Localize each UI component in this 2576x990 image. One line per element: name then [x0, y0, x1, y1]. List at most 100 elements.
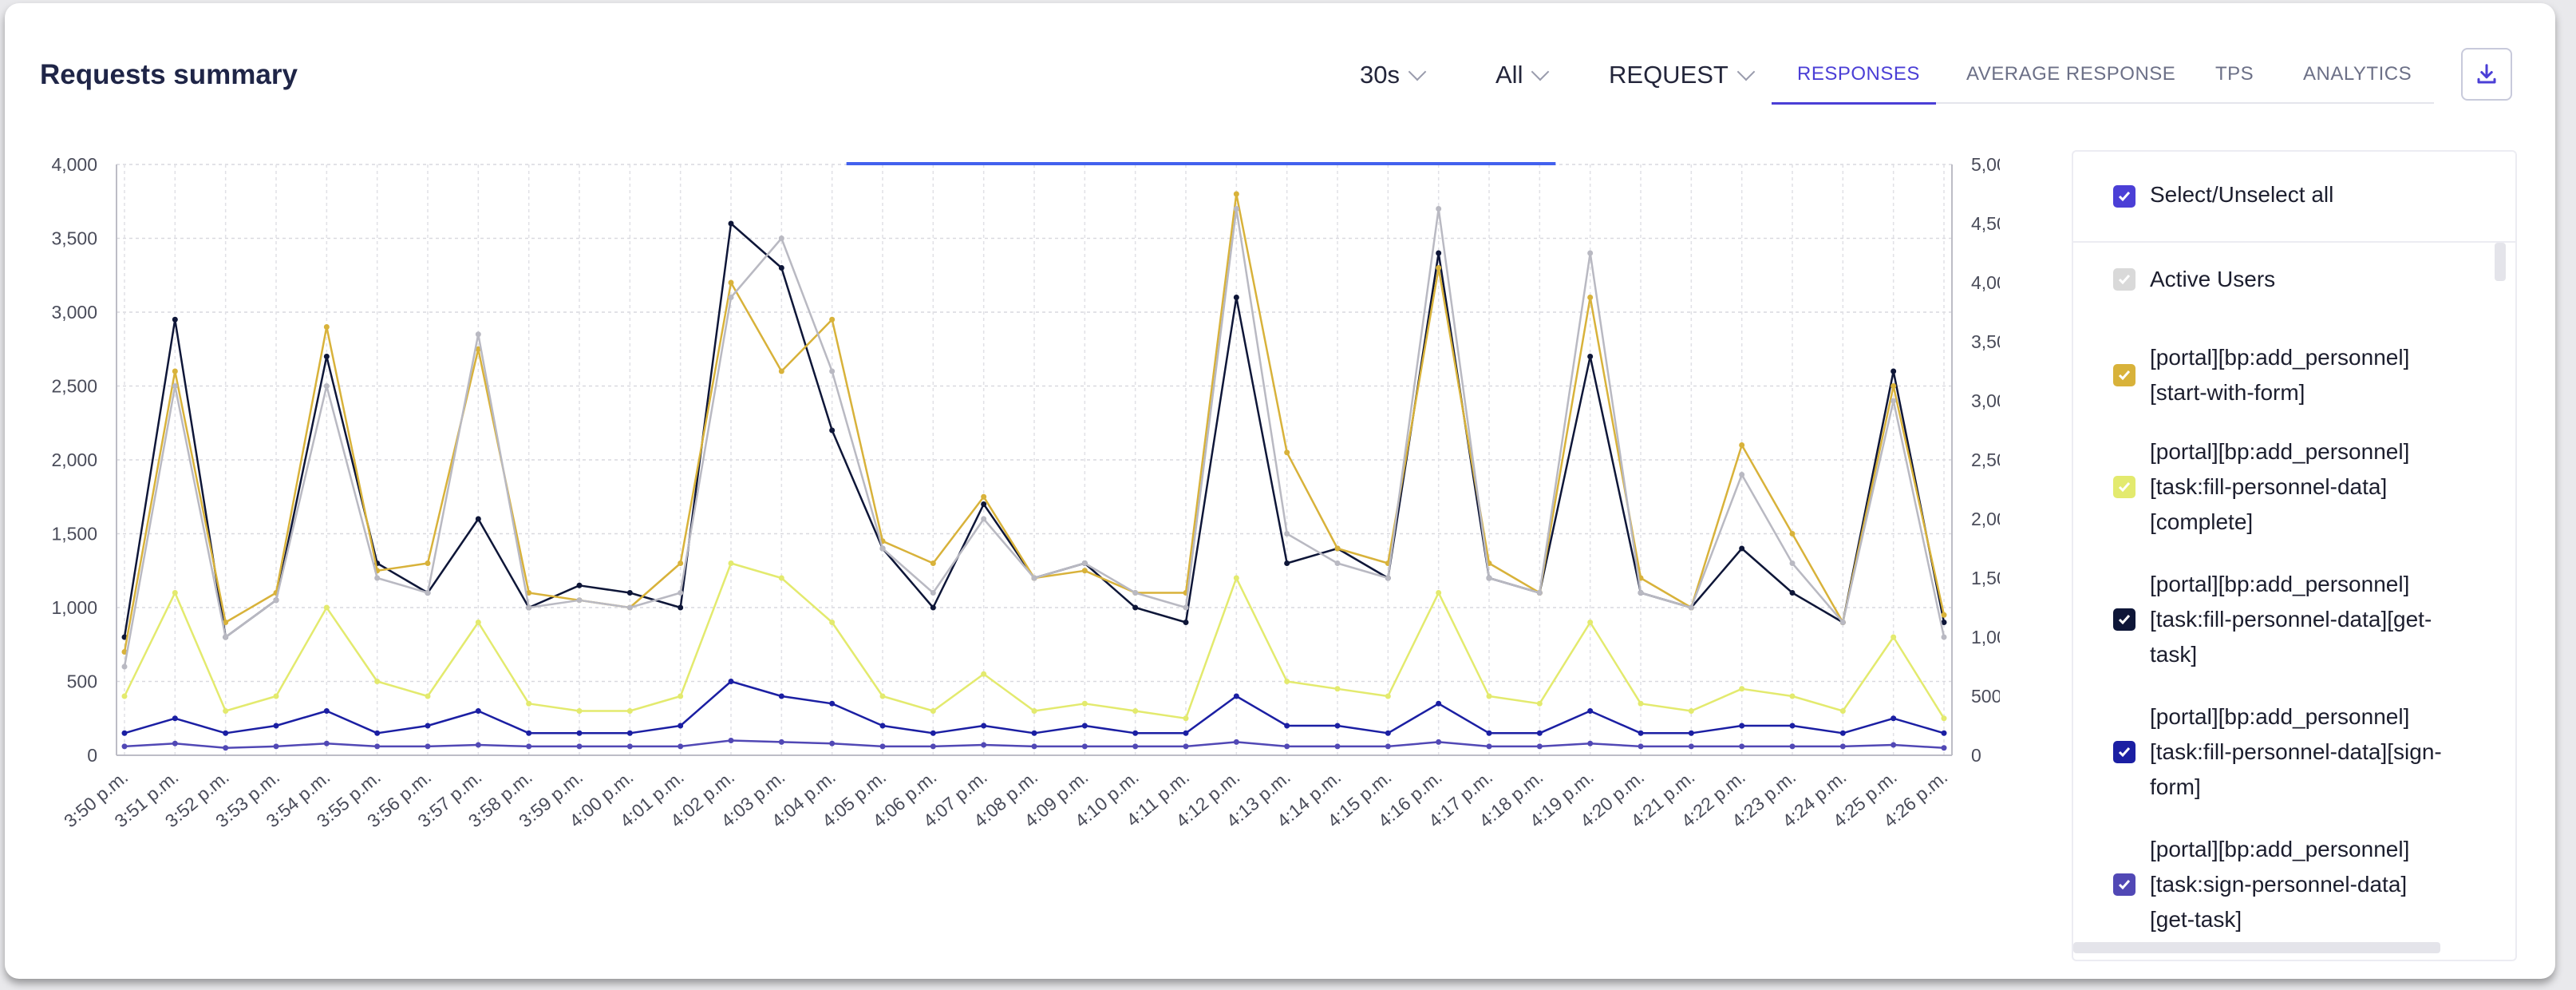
data-point [526, 590, 532, 596]
data-point [1031, 743, 1037, 750]
data-point [1891, 742, 1897, 748]
data-point [1132, 708, 1139, 714]
data-point [1739, 743, 1745, 750]
data-point [1789, 743, 1796, 750]
data-point [981, 671, 987, 677]
data-point [1334, 686, 1341, 692]
tab-responses[interactable]: RESPONSES [1797, 63, 1920, 85]
legend-horizontal-scrollbar[interactable] [2073, 942, 2440, 953]
data-point [475, 742, 481, 748]
select-all-checkbox[interactable] [2113, 185, 2135, 208]
check-icon [2118, 192, 2131, 202]
data-point [576, 743, 583, 750]
data-point [576, 582, 583, 588]
data-point [1183, 620, 1189, 625]
legend-checkbox[interactable] [2113, 364, 2135, 386]
data-point [778, 368, 784, 374]
select-all-row[interactable]: Select/Unselect all [2073, 152, 2515, 243]
data-point [1081, 743, 1088, 750]
legend-checkbox[interactable] [2113, 608, 2135, 631]
requests-summary-card: Requests summary 30s All REQUEST RESPONS… [5, 3, 2555, 979]
data-point [1233, 295, 1239, 300]
data-point [526, 730, 532, 736]
data-point [374, 575, 381, 581]
data-point [172, 368, 178, 374]
data-point [1891, 715, 1897, 722]
data-point [981, 742, 987, 748]
data-point [1688, 730, 1694, 736]
type-dropdown[interactable]: REQUEST [1609, 61, 1756, 89]
legend-checkbox[interactable] [2113, 476, 2135, 498]
data-point [1536, 743, 1543, 750]
data-point [1031, 708, 1037, 714]
data-point [728, 295, 734, 300]
data-point [1536, 590, 1543, 596]
data-point [1891, 368, 1897, 374]
data-point [1334, 560, 1341, 566]
data-point [172, 383, 178, 389]
data-point [223, 708, 229, 714]
data-point [1941, 715, 1947, 722]
chevron-down-icon [1531, 62, 1550, 81]
y-left-tick-label: 1,000 [51, 597, 97, 618]
data-point [1941, 620, 1947, 625]
data-point [1941, 634, 1947, 640]
data-point [1638, 590, 1644, 596]
data-point [829, 740, 836, 746]
y-left-tick-label: 3,000 [51, 302, 97, 323]
data-point [425, 560, 431, 566]
data-point [1486, 743, 1492, 750]
data-point [475, 346, 481, 352]
data-point [1385, 575, 1391, 581]
data-point [1031, 730, 1037, 736]
y-right-tick-label: 3,000 [1971, 390, 2000, 411]
data-point [678, 604, 684, 611]
legend-item-label: Active Users [2150, 267, 2276, 291]
data-point [829, 427, 836, 434]
data-point [1183, 743, 1189, 750]
interval-dropdown[interactable]: 30s [1360, 61, 1427, 89]
data-point [1436, 590, 1442, 596]
download-button[interactable] [2461, 48, 2512, 101]
data-point [879, 545, 886, 552]
y-left-tick-label: 0 [87, 745, 97, 766]
legend-checkbox[interactable] [2113, 741, 2135, 763]
legend-item-label: [portal][bp:add_personnel] [task:fill-pe… [2150, 704, 2442, 799]
y-right-tick-label: 2,000 [1971, 509, 2000, 529]
legend-checkbox[interactable] [2113, 268, 2135, 291]
data-point [1486, 730, 1492, 736]
data-point [1587, 250, 1594, 256]
tab-tps[interactable]: TPS [2215, 63, 2254, 85]
legend-vertical-scrollbar[interactable] [2495, 243, 2506, 281]
data-point [678, 590, 684, 596]
data-point [323, 604, 330, 611]
legend-checkbox[interactable] [2113, 873, 2135, 896]
chevron-down-icon [1736, 62, 1756, 81]
data-point [1436, 206, 1442, 212]
data-point [1233, 739, 1239, 745]
data-point [1839, 708, 1846, 714]
data-point [1739, 442, 1745, 448]
y-left-tick-label: 2,000 [51, 449, 97, 470]
data-point [475, 331, 481, 338]
data-point [121, 663, 128, 670]
filter-dropdown[interactable]: All [1495, 61, 1550, 89]
tab-analytics[interactable]: ANALYTICS [2303, 63, 2412, 85]
data-point [172, 715, 178, 722]
tab-average-response[interactable]: AVERAGE RESPONSE [1966, 63, 2176, 85]
type-value: REQUEST [1609, 61, 1729, 89]
data-point [879, 743, 886, 750]
data-point [1789, 531, 1796, 537]
data-point [1132, 604, 1139, 611]
data-point [930, 730, 936, 736]
data-point [1436, 250, 1442, 256]
data-point [778, 575, 784, 581]
data-point [223, 745, 229, 751]
data-point [1587, 708, 1594, 714]
data-point [1081, 700, 1088, 707]
data-point [172, 740, 178, 746]
data-point [728, 679, 734, 684]
data-point [374, 679, 381, 684]
data-point [121, 743, 128, 750]
data-point [678, 693, 684, 699]
